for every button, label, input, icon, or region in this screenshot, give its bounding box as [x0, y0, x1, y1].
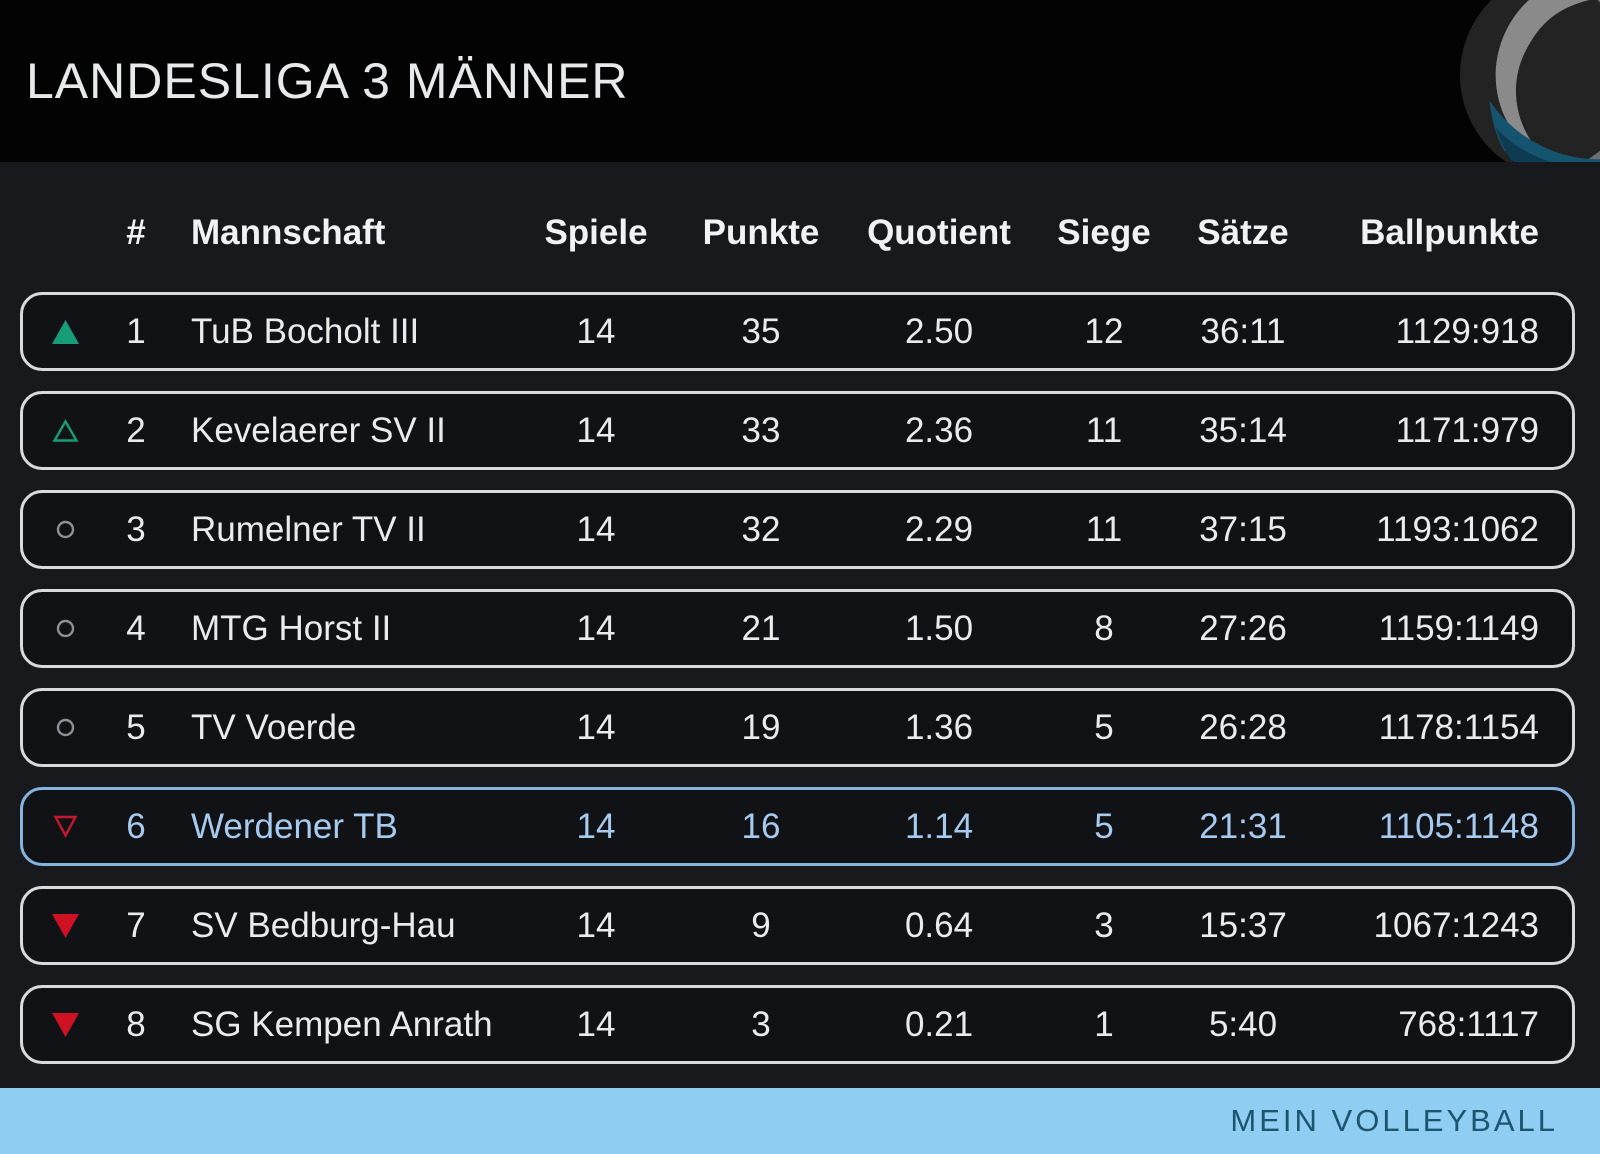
spiele-cell: 14	[576, 1004, 616, 1044]
page-title: LANDESLIGA 3 MÄNNER	[26, 53, 629, 109]
rank-cell: 4	[126, 608, 146, 648]
volleyball-logo-icon	[1460, 0, 1600, 162]
team-cell: SG Kempen Anrath	[191, 1004, 493, 1044]
rank-cell: 1	[126, 311, 146, 351]
team-cell: Werdener TB	[191, 806, 398, 846]
header-siege: Siege	[1057, 213, 1151, 252]
header-quotient: Quotient	[867, 213, 1011, 252]
table-row[interactable]: 3 Rumelner TV II 14 32 2.29 11 37:15 119…	[20, 490, 1575, 569]
quotient-cell: 1.36	[904, 707, 974, 747]
quotient-cell: 0.64	[904, 905, 974, 945]
punkte-cell: 21	[741, 608, 781, 648]
siege-cell: 5	[1094, 806, 1114, 846]
saetze-cell: 5:40	[1208, 1004, 1278, 1044]
punkte-cell: 16	[741, 806, 781, 846]
rank-cell: 2	[126, 410, 146, 450]
ballpunkte-cell: 1105:1148	[1378, 806, 1539, 846]
saetze-cell: 21:31	[1199, 806, 1287, 846]
rank-steady-circle-icon	[23, 520, 107, 539]
team-cell: Kevelaerer SV II	[191, 410, 446, 450]
punkte-cell: 35	[741, 311, 781, 351]
rank-down-filled-icon	[23, 913, 107, 939]
rank-down-filled-icon	[23, 1012, 107, 1038]
siege-cell: 8	[1094, 608, 1114, 648]
ballpunkte-cell: 1129:918	[1395, 311, 1539, 351]
table-header-row: # Mannschaft Spiele Punkte Quotient Sieg…	[20, 206, 1575, 260]
punkte-cell: 33	[741, 410, 781, 450]
rank-cell: 3	[126, 509, 146, 549]
saetze-cell: 15:37	[1199, 905, 1287, 945]
header-saetze: Sätze	[1197, 213, 1289, 252]
title-bar: LANDESLIGA 3 MÄNNER	[0, 0, 1600, 162]
spiele-cell: 14	[576, 905, 616, 945]
ballpunkte-cell: 1178:1154	[1378, 707, 1539, 747]
table-row[interactable]: 8 SG Kempen Anrath 14 3 0.21 1 5:40 768:…	[20, 985, 1575, 1064]
quotient-cell: 1.14	[904, 806, 974, 846]
table-row[interactable]: 5 TV Voerde 14 19 1.36 5 26:28 1178:1154	[20, 688, 1575, 767]
ballpunkte-cell: 1171:979	[1395, 410, 1539, 450]
team-cell: MTG Horst II	[191, 608, 392, 648]
header-spiele: Spiele	[544, 213, 648, 252]
quotient-cell: 2.36	[904, 410, 974, 450]
rank-up-filled-icon	[23, 319, 107, 345]
ballpunkte-cell: 1193:1062	[1376, 509, 1539, 549]
punkte-cell: 3	[751, 1004, 771, 1044]
spiele-cell: 14	[576, 707, 616, 747]
saetze-cell: 36:11	[1200, 311, 1286, 351]
rank-cell: 5	[126, 707, 146, 747]
table-row[interactable]: 1 TuB Bocholt III 14 35 2.50 12 36:11 11…	[20, 292, 1575, 371]
siege-cell: 3	[1094, 905, 1114, 945]
rank-down-outline-icon	[23, 815, 107, 838]
quotient-cell: 2.50	[904, 311, 974, 351]
ballpunkte-cell: 768:1117	[1398, 1004, 1539, 1044]
standings-table: # Mannschaft Spiele Punkte Quotient Sieg…	[0, 162, 1600, 1088]
team-cell: SV Bedburg-Hau	[191, 905, 456, 945]
rank-cell: 6	[126, 806, 146, 846]
brand-label: MEIN VOLLEYBALL	[1230, 1103, 1558, 1138]
team-cell: TuB Bocholt III	[191, 311, 420, 351]
saetze-cell: 27:26	[1199, 608, 1287, 648]
ballpunkte-cell: 1067:1243	[1373, 905, 1539, 945]
header-mannschaft: Mannschaft	[191, 213, 386, 252]
team-cell: TV Voerde	[191, 707, 357, 747]
siege-cell: 11	[1085, 410, 1123, 450]
header-ballpunkte: Ballpunkte	[1360, 213, 1539, 252]
saetze-cell: 35:14	[1199, 410, 1287, 450]
spiele-cell: 14	[576, 806, 616, 846]
saetze-cell: 26:28	[1199, 707, 1287, 747]
table-row[interactable]: 4 MTG Horst II 14 21 1.50 8 27:26 1159:1…	[20, 589, 1575, 668]
rank-steady-circle-icon	[23, 619, 107, 638]
team-cell: Rumelner TV II	[191, 509, 426, 549]
siege-cell: 12	[1084, 311, 1124, 351]
header-punkte: Punkte	[702, 213, 820, 252]
quotient-cell: 0.21	[904, 1004, 974, 1044]
spiele-cell: 14	[576, 608, 616, 648]
table-row[interactable]: 7 SV Bedburg-Hau 14 9 0.64 3 15:37 1067:…	[20, 886, 1575, 965]
punkte-cell: 19	[741, 707, 781, 747]
punkte-cell: 32	[741, 509, 781, 549]
punkte-cell: 9	[751, 905, 771, 945]
footer-bar: MEIN VOLLEYBALL	[0, 1088, 1600, 1154]
quotient-cell: 1.50	[904, 608, 974, 648]
rank-steady-circle-icon	[23, 718, 107, 737]
spiele-cell: 14	[576, 410, 616, 450]
table-row[interactable]: 2 Kevelaerer SV II 14 33 2.36 11 35:14 1…	[20, 391, 1575, 470]
saetze-cell: 37:15	[1199, 509, 1287, 549]
rank-cell: 8	[126, 1004, 146, 1044]
table-row-selected[interactable]: 6 Werdener TB 14 16 1.14 5 21:31 1105:11…	[20, 787, 1575, 866]
siege-cell: 5	[1094, 707, 1114, 747]
quotient-cell: 2.29	[904, 509, 974, 549]
rank-cell: 7	[126, 905, 146, 945]
rank-up-outline-icon	[23, 418, 107, 443]
header-rank: #	[126, 213, 146, 252]
siege-cell: 11	[1085, 509, 1123, 549]
spiele-cell: 14	[576, 509, 616, 549]
siege-cell: 1	[1094, 1004, 1114, 1044]
ballpunkte-cell: 1159:1149	[1378, 608, 1539, 648]
spiele-cell: 14	[576, 311, 616, 351]
